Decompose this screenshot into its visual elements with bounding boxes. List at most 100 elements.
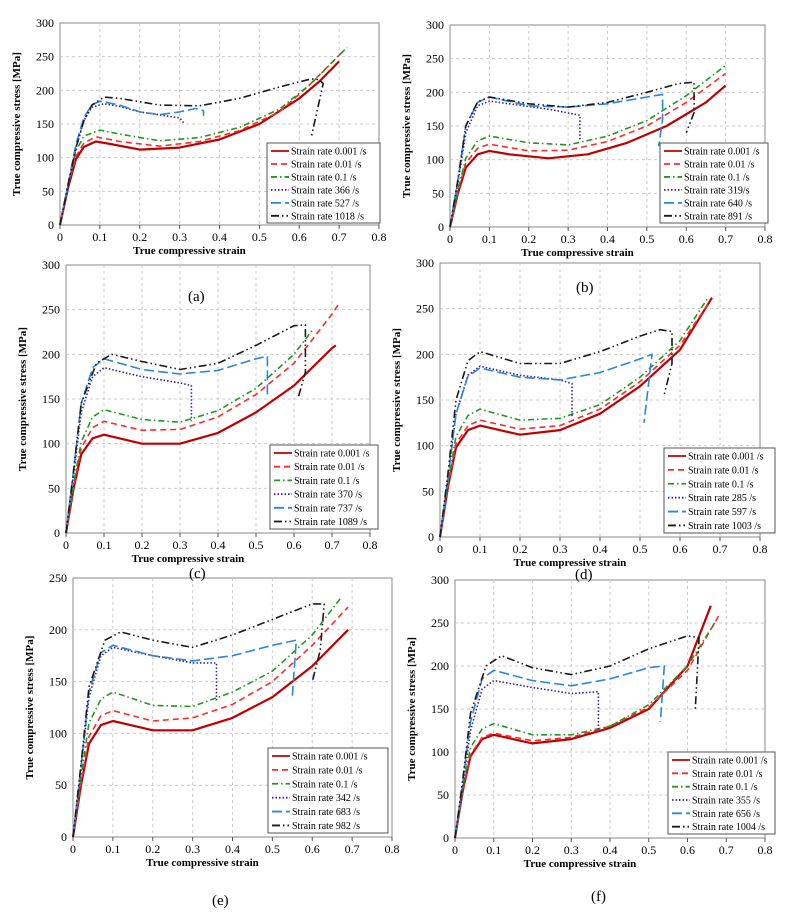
legend-entry: Strain rate 0.001 /s: [292, 752, 368, 763]
series-line: [454, 615, 720, 839]
legend-entry: Strain rate 982 /s: [292, 821, 360, 832]
x-tick-label: 0.8: [753, 542, 768, 556]
x-tick-label: 0.4: [600, 232, 615, 246]
x-tick-label: 0.8: [363, 538, 378, 552]
series-line: [72, 603, 325, 838]
series-line: [449, 81, 695, 228]
x-tick-label: 0.6: [679, 232, 694, 246]
y-tick-label: 150: [36, 117, 54, 131]
x-tick-label: 0.8: [372, 230, 387, 244]
legend-box: [266, 142, 381, 224]
y-tick-label: 300: [416, 256, 434, 270]
series-line: [58, 60, 340, 226]
legend-entry: Strain rate 0.001 /s: [688, 452, 764, 463]
y-tick-label: 300: [36, 16, 54, 30]
series-line: [454, 635, 700, 839]
legend-entry: Strain rate 683 /s: [292, 807, 360, 818]
y-tick-label: 100: [426, 153, 444, 167]
legend-entry: Strain rate 355 /s: [692, 796, 760, 807]
x-tick-label: 0.2: [513, 542, 528, 556]
y-tick-label: 0: [443, 831, 449, 845]
y-tick-label: 0: [61, 830, 67, 844]
x-tick-label: 0.5: [641, 843, 656, 857]
y-tick-label: 0: [54, 526, 60, 540]
panel-label-e: (e): [212, 893, 229, 909]
x-tick-label: 0.7: [345, 842, 360, 856]
y-tick-label: 150: [416, 393, 434, 407]
legend-entry: Strain rate 0.1 /s: [291, 172, 357, 183]
x-tick-label: 0: [70, 842, 76, 856]
y-tick-label: 200: [49, 623, 67, 637]
x-tick-label: 0: [437, 542, 443, 556]
legend-entry: Strain rate 0.1 /s: [294, 476, 360, 487]
series-line: [439, 297, 709, 538]
legend-entry: Strain rate 0.01 /s: [692, 769, 763, 780]
series-line: [454, 665, 666, 839]
series-line: [72, 606, 349, 838]
x-tick-label: 0.2: [135, 538, 150, 552]
x-tick-label: 0.1: [473, 542, 488, 556]
legend-entry: Strain rate 319/s: [684, 185, 750, 196]
series-line: [448, 84, 727, 228]
y-axis-label: True compressive stress [MPa]: [406, 637, 418, 781]
legend-entry: Strain rate 0.01 /s: [688, 465, 759, 476]
y-tick-label: 250: [431, 616, 449, 630]
x-tick-label: 0.2: [132, 230, 147, 244]
series-line: [59, 50, 344, 226]
x-axis-label: True compressive strain: [524, 858, 637, 870]
legend-entry: Strain rate 370 /s: [294, 490, 362, 501]
series-line: [449, 100, 581, 228]
y-tick-label: 250: [416, 302, 434, 316]
series-line: [439, 365, 573, 538]
series-line: [65, 302, 341, 534]
x-tick-label: 0.1: [92, 230, 107, 244]
series-line: [59, 78, 324, 226]
y-axis-label: True compressive stress [MPa]: [17, 327, 29, 471]
y-tick-label: 200: [36, 83, 54, 97]
x-tick-label: 0.1: [482, 232, 497, 246]
x-tick-label: 0.6: [287, 538, 302, 552]
legend-entry: Strain rate 0.001 /s: [692, 756, 768, 767]
legend-entry: Strain rate 1004 /s: [692, 822, 765, 833]
series-line: [449, 93, 664, 228]
y-tick-label: 100: [36, 151, 54, 165]
legend-box: [663, 447, 776, 534]
y-axis-label: True compressive stress [MPa]: [11, 52, 23, 196]
x-tick-label: 0.5: [639, 232, 654, 246]
y-tick-label: 150: [426, 119, 444, 133]
y-tick-label: 200: [431, 659, 449, 673]
y-tick-label: 100: [431, 745, 449, 759]
y-tick-label: 50: [437, 788, 449, 802]
series-line: [64, 344, 337, 534]
y-tick-label: 50: [42, 184, 54, 198]
legend-entry: Strain rate 0.1 /s: [292, 779, 358, 790]
x-tick-label: 0.5: [252, 230, 267, 244]
panel-label-b: (b): [576, 280, 594, 296]
y-tick-label: 50: [48, 481, 60, 495]
x-tick-label: 0.1: [486, 843, 501, 857]
legend-box: [667, 751, 776, 835]
series-line: [449, 64, 727, 228]
x-tick-label: 0.3: [553, 542, 568, 556]
x-tick-label: 0.3: [173, 538, 188, 552]
x-tick-label: 0.1: [97, 538, 112, 552]
x-tick-label: 0.8: [758, 843, 773, 857]
x-axis-label: True compressive strain: [514, 557, 627, 569]
x-tick-label: 0.4: [603, 843, 618, 857]
x-tick-label: 0.2: [145, 842, 160, 856]
y-tick-label: 0: [48, 218, 54, 232]
x-tick-label: 0.7: [332, 230, 347, 244]
series-line: [454, 622, 716, 839]
y-tick-label: 100: [416, 439, 434, 453]
legend-entry: Strain rate 527 /s: [291, 198, 359, 209]
y-tick-label: 200: [416, 347, 434, 361]
y-tick-label: 300: [426, 18, 444, 32]
x-axis-label: True compressive strain: [521, 247, 634, 259]
x-tick-label: 0.3: [185, 842, 200, 856]
panel-label-f: (f): [591, 889, 606, 905]
y-axis-label: True compressive stress [MPa]: [401, 54, 413, 198]
legend-entry: Strain rate 737 /s: [294, 503, 362, 514]
x-tick-label: 0: [63, 538, 69, 552]
y-tick-label: 50: [55, 778, 67, 792]
